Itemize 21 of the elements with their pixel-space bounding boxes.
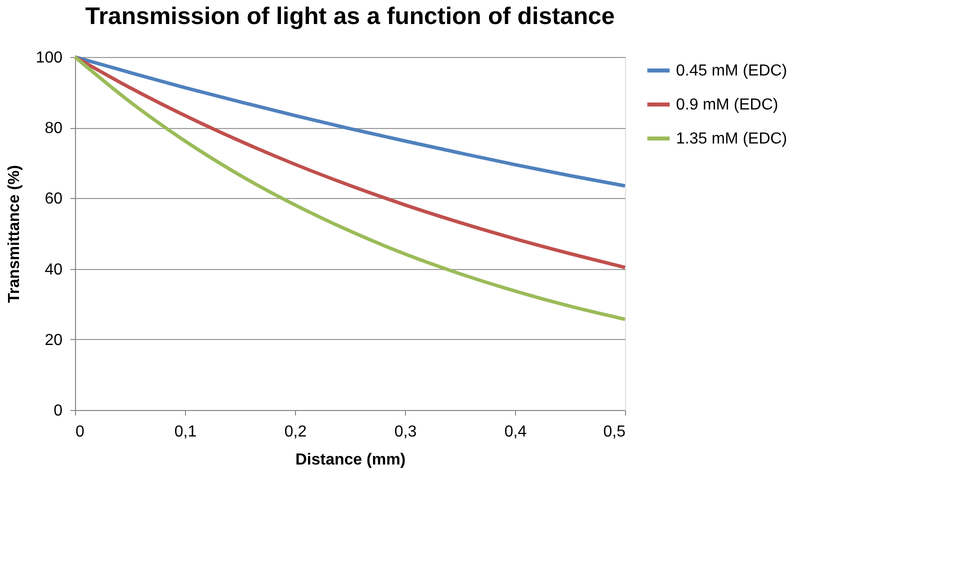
x-tick-label: 0,5 (603, 424, 626, 440)
line-series (73, 55, 627, 322)
x-tick-label: 0,1 (174, 424, 197, 440)
line-series (73, 55, 627, 188)
y-tick-label: 0 (54, 402, 63, 420)
y-tick-label: 20 (44, 332, 63, 349)
chart-title: Transmission of light as a function of distance (85, 3, 615, 30)
x-tick-label: 0,3 (394, 424, 417, 440)
legend-label: 1.35 mM (EDC) (676, 130, 788, 148)
y-axis-title: Transmittance (%) (6, 165, 23, 303)
x-axis-title: Distance (mm) (295, 452, 406, 468)
x-tick-label: 0,2 (284, 424, 307, 440)
legend-label: 0.9 mM (EDC) (676, 96, 778, 114)
y-tick-label: 100 (36, 50, 63, 66)
y-tick-label: 40 (44, 261, 63, 278)
y-tick-label: 60 (44, 190, 63, 208)
line-series (73, 55, 627, 270)
x-tick-label: 0 (76, 424, 84, 440)
legend-label: 0.45 mM (EDC) (676, 62, 788, 80)
y-tick-label: 80 (44, 120, 63, 138)
x-tick-label: 0,4 (504, 424, 527, 440)
